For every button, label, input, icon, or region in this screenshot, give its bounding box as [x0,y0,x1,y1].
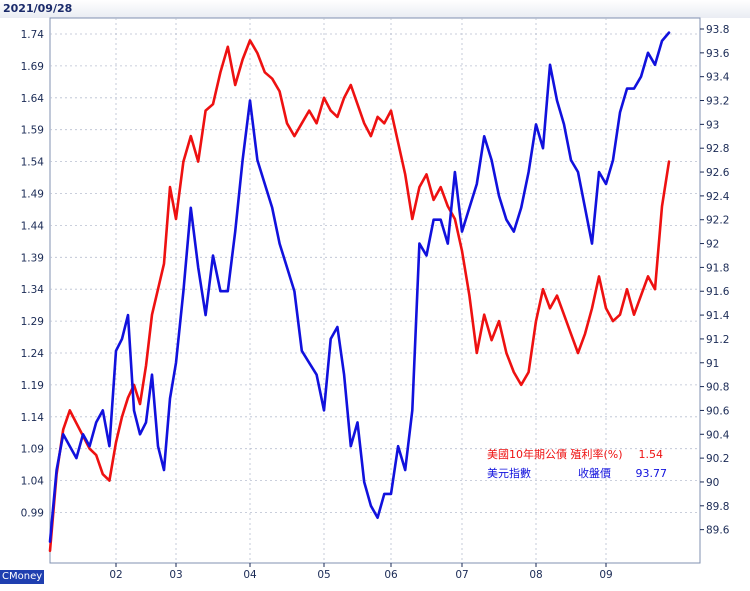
x-tick-label: 02 [109,569,122,581]
x-tick-label: 03 [169,569,182,581]
left-tick-label: 1.64 [21,93,45,105]
left-tick-label: 1.44 [21,220,45,232]
watermark-logo: CMoney [0,570,45,584]
right-tick-label: 92.4 [706,191,730,203]
left-tick-label: 1.19 [21,380,44,392]
right-axis: 93.8 93.6 93.4 93.2 93 92.8 92.6 92.4 92.2 92 91.8… [700,24,730,537]
right-tick-label: 93.4 [706,72,730,84]
left-tick-label: 1.14 [21,412,45,424]
right-tick-label: 93.6 [706,48,730,60]
x-tick-label: 06 [384,569,398,581]
legend-dxy-close-label: 收盤價 [578,466,611,480]
left-tick-label: 1.34 [21,284,45,296]
left-tick-label: 1.29 [21,316,44,328]
right-tick-label: 91 [706,358,719,370]
x-tick-label: 07 [455,569,468,581]
x-tick-label: 05 [317,569,330,581]
right-tick-label: 90.2 [706,453,729,465]
right-tick-label: 91.6 [706,286,730,298]
left-tick-label: 1.59 [21,125,44,137]
right-tick-label: 92.8 [706,143,729,155]
legend: 美國10年期公債 殖利率(%) 1.54 美元指數 收盤價 93.77 [487,447,667,480]
series-group [48,31,671,553]
header-bar: 2021/09/28 [0,0,750,18]
x-tick-label: 04 [243,569,257,581]
left-tick-label: 1.74 [21,29,45,41]
right-tick-label: 91.4 [706,310,730,322]
right-tick-label: 93 [706,119,719,131]
legend-yield-label: 美國10年期公債 殖利率(%) [487,447,623,461]
right-tick-label: 90.6 [706,405,730,417]
right-tick-label: 92.6 [706,167,730,179]
right-tick-label: 91.2 [706,334,729,346]
right-tick-label: 90.4 [706,429,730,441]
left-tick-label: 1.04 [21,476,45,488]
left-tick-label: 0.99 [21,508,44,520]
right-tick-label: 93.8 [706,24,729,36]
right-tick-label: 92.2 [706,215,729,227]
right-tick-label: 93.2 [706,96,729,108]
dxy-series-line [48,31,671,543]
left-tick-label: 1.49 [21,189,44,201]
right-tick-label: 89.8 [706,501,729,513]
date-label: 2021/09/28 [3,2,73,15]
right-tick-label: 92 [706,239,719,251]
left-tick-label: 1.09 [21,444,44,456]
x-tick-label: 09 [599,569,612,581]
grid-group [50,18,700,563]
x-tick-label: 08 [529,569,542,581]
x-axis: 02 03 04 05 06 07 08 09 [109,563,613,581]
legend-dxy-value: 93.77 [636,467,668,480]
legend-yield-value: 1.54 [639,448,664,461]
right-tick-label: 91.8 [706,262,729,274]
legend-dxy-label: 美元指數 [487,466,531,480]
left-tick-label: 1.24 [21,348,45,360]
left-tick-label: 1.54 [21,157,45,169]
right-tick-label: 90 [706,477,719,489]
left-axis: 1.74 1.69 1.64 1.59 1.54 1.49 1.44 1.39 1.34 1.29… [21,29,45,520]
yield-series-line [48,39,671,553]
left-tick-label: 1.69 [21,61,44,73]
right-tick-label: 90.8 [706,382,729,394]
left-tick-label: 1.39 [21,252,44,264]
right-tick-label: 89.6 [706,525,730,537]
